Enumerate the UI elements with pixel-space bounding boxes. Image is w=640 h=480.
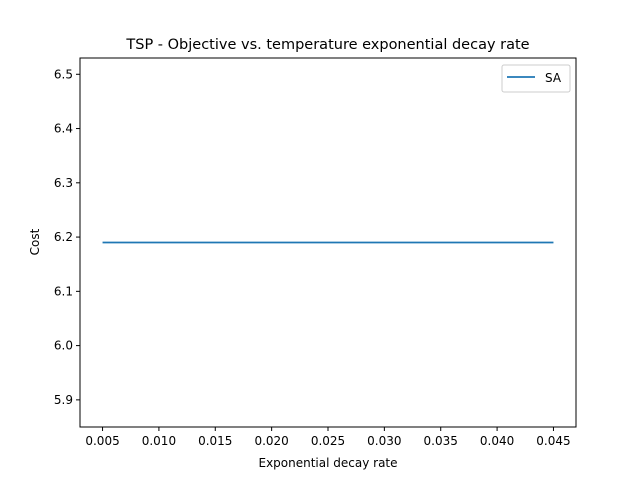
x-tick-label: 0.015 <box>198 434 232 448</box>
x-tick-label: 0.025 <box>311 434 345 448</box>
x-axis: 0.005 0.010 0.015 0.020 0.025 0.030 0.035 0.040… <box>85 427 571 448</box>
x-tick-label: 0.045 <box>536 434 570 448</box>
x-tick-label: 0.035 <box>424 434 458 448</box>
x-tick-label: 0.020 <box>254 434 288 448</box>
legend-label-sa: SA <box>545 71 562 85</box>
legend: SA <box>501 64 571 93</box>
x-tick-label: 0.030 <box>367 434 401 448</box>
y-tick-label: 6.3 <box>54 176 73 190</box>
legend-box <box>501 64 571 93</box>
y-tick-label: 6.5 <box>54 67 73 81</box>
y-axis-label: Cost <box>28 228 42 255</box>
y-axis: 5.9 6.0 6.1 6.2 6.3 6.4 6.5 <box>54 67 80 407</box>
y-tick-label: 6.2 <box>54 230 73 244</box>
y-tick-label: 6.4 <box>54 122 73 136</box>
x-tick-label: 0.005 <box>85 434 119 448</box>
y-tick-label: 6.0 <box>54 339 73 353</box>
y-tick-label: 5.9 <box>54 393 73 407</box>
y-tick-label: 6.1 <box>54 284 73 298</box>
x-tick-label: 0.010 <box>142 434 176 448</box>
x-tick-label: 0.040 <box>480 434 514 448</box>
chart-title: TSP - Objective vs. temperature exponent… <box>125 37 529 53</box>
x-axis-label: Exponential decay rate <box>258 456 397 470</box>
